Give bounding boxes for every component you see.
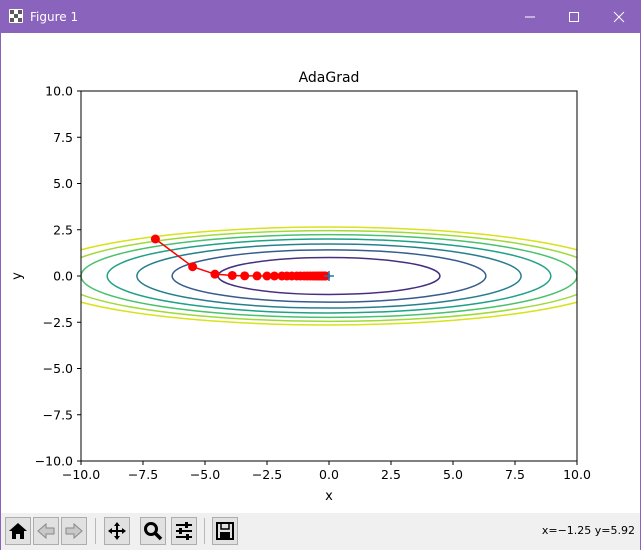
y-tick-label: −10.0 bbox=[35, 454, 73, 469]
back-button[interactable] bbox=[33, 517, 59, 545]
forward-arrow-icon bbox=[65, 522, 83, 540]
move-icon bbox=[108, 522, 126, 540]
minimize-button[interactable] bbox=[508, 0, 552, 33]
y-tick-label: −5.0 bbox=[43, 361, 73, 376]
back-arrow-icon bbox=[37, 522, 55, 540]
y-tick-label: 0.0 bbox=[53, 269, 73, 284]
toolbar-separator bbox=[204, 518, 205, 544]
x-tick-label: −10.0 bbox=[62, 467, 100, 482]
maximize-button[interactable] bbox=[552, 0, 596, 33]
sliders-icon bbox=[176, 522, 192, 540]
path-point-3 bbox=[227, 270, 237, 280]
configure-subplots-button[interactable] bbox=[171, 517, 197, 545]
x-tick-label: −7.5 bbox=[128, 467, 158, 482]
window-title: Figure 1 bbox=[30, 10, 79, 24]
contour-level-7 bbox=[81, 226, 577, 326]
zoom-icon bbox=[144, 522, 163, 541]
path-point-5 bbox=[252, 271, 262, 281]
toolbar-separator bbox=[95, 518, 96, 544]
x-axis-ticks: −10.0 −7.5 −5.0 −2.5 0.0 2.5 5.0 7.5 10.0 bbox=[62, 461, 591, 482]
y-axis-ticks: −10.0 −7.5 −5.0 −2.5 0.0 2.5 5.0 7.5 10.0 bbox=[35, 84, 81, 469]
y-tick-label: 5.0 bbox=[53, 176, 73, 191]
y-tick-label: 7.5 bbox=[53, 130, 73, 145]
x-tick-label: 2.5 bbox=[381, 467, 401, 482]
title-bar: Figure 1 bbox=[0, 0, 641, 33]
save-icon bbox=[216, 522, 234, 540]
path-point-4 bbox=[240, 271, 250, 281]
minimize-icon bbox=[525, 16, 535, 18]
home-button[interactable] bbox=[5, 517, 31, 545]
contour-level-5 bbox=[81, 233, 577, 319]
x-tick-label: −2.5 bbox=[252, 467, 282, 482]
x-tick-label: 0.0 bbox=[319, 467, 339, 482]
save-button[interactable] bbox=[212, 517, 238, 545]
zoom-button[interactable] bbox=[140, 517, 166, 545]
window-border-left bbox=[0, 33, 1, 550]
path-point-6 bbox=[262, 271, 272, 281]
contour-level-4 bbox=[106, 238, 552, 314]
chart-title: AdaGrad bbox=[299, 70, 360, 86]
navigation-toolbar: x=−1.25 y=5.92 bbox=[1, 513, 640, 550]
path-point-7 bbox=[269, 271, 279, 281]
y-tick-label: 10.0 bbox=[45, 84, 73, 99]
path-point-0 bbox=[150, 234, 160, 244]
app-icon bbox=[9, 9, 23, 23]
x-tick-label: 5.0 bbox=[443, 467, 463, 482]
optimizer-points bbox=[150, 234, 331, 281]
path-point-2 bbox=[210, 269, 220, 279]
close-button[interactable] bbox=[597, 0, 641, 33]
maximize-icon bbox=[569, 12, 579, 22]
x-tick-label: 10.0 bbox=[563, 467, 591, 482]
y-axis-label: y bbox=[10, 272, 25, 280]
contour-lines bbox=[81, 226, 577, 326]
y-tick-label: −7.5 bbox=[43, 407, 73, 422]
forward-button[interactable] bbox=[61, 517, 87, 545]
path-point-1 bbox=[188, 262, 198, 272]
figure-canvas[interactable]: AdaGrad −10.0 −7.5 −5.0 −2.5 0.0 2.5 5.0 7.5 10.… bbox=[1, 33, 640, 513]
cursor-coordinates: x=−1.25 y=5.92 bbox=[541, 524, 635, 537]
contour-level-3 bbox=[136, 243, 522, 309]
contour-level-6 bbox=[81, 229, 577, 323]
y-tick-label: −2.5 bbox=[43, 315, 73, 330]
contour-level-2 bbox=[171, 249, 487, 303]
minimum-marker bbox=[324, 271, 334, 281]
pan-button[interactable] bbox=[104, 517, 130, 545]
x-axis-label: x bbox=[325, 489, 333, 504]
y-tick-label: 2.5 bbox=[53, 222, 73, 237]
x-tick-label: 7.5 bbox=[505, 467, 525, 482]
home-icon bbox=[9, 523, 27, 539]
chart[interactable]: AdaGrad −10.0 −7.5 −5.0 −2.5 0.0 2.5 5.0 7.5 10.… bbox=[1, 33, 640, 513]
x-tick-label: −5.0 bbox=[190, 467, 220, 482]
close-icon bbox=[613, 11, 625, 23]
